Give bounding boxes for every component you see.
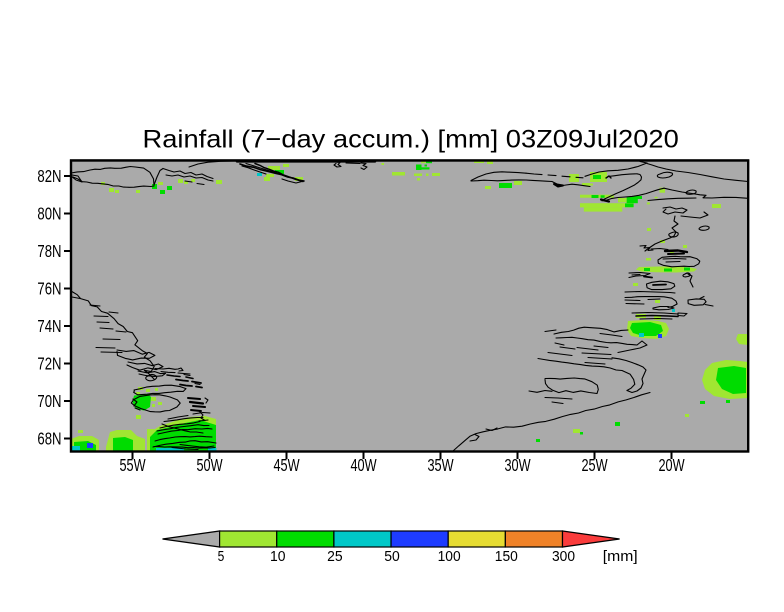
svg-text:80N: 80N — [37, 205, 61, 224]
svg-text:Rainfall (7−day accum.) [mm] 0: Rainfall (7−day accum.) [mm] 03Z09Jul202… — [143, 124, 679, 153]
svg-text:55W: 55W — [119, 456, 146, 475]
svg-text:35W: 35W — [427, 456, 454, 475]
svg-text:20W: 20W — [658, 456, 685, 475]
svg-text:30W: 30W — [504, 456, 531, 475]
svg-text:72N: 72N — [37, 355, 61, 374]
svg-text:76N: 76N — [37, 280, 61, 299]
svg-text:300: 300 — [552, 549, 575, 566]
svg-text:25: 25 — [327, 549, 342, 566]
svg-text:50W: 50W — [196, 456, 223, 475]
svg-text:25W: 25W — [581, 456, 608, 475]
svg-text:40W: 40W — [350, 456, 377, 475]
svg-text:70N: 70N — [37, 392, 61, 411]
svg-text:78N: 78N — [37, 242, 61, 261]
svg-text:45W: 45W — [273, 456, 300, 475]
svg-text:100: 100 — [438, 549, 461, 566]
svg-text:5: 5 — [218, 548, 225, 565]
svg-text:10: 10 — [270, 549, 285, 566]
svg-text:50: 50 — [384, 549, 399, 566]
svg-text:68N: 68N — [37, 430, 61, 449]
svg-text:82N: 82N — [37, 167, 61, 186]
svg-text:74N: 74N — [37, 317, 61, 336]
svg-text:[mm]: [mm] — [603, 548, 638, 565]
svg-text:150: 150 — [495, 549, 518, 566]
